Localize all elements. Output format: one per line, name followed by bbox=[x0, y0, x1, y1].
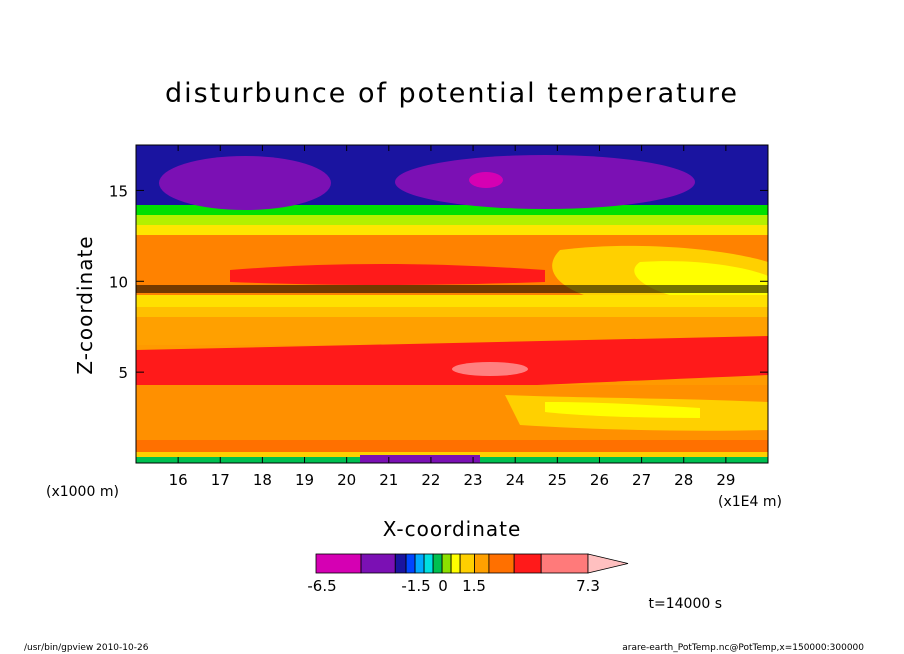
colorbar-swatch bbox=[513, 553, 542, 574]
y-axis-ticks: 5 10 15 bbox=[109, 182, 768, 382]
x-tick-label: 17 bbox=[211, 471, 230, 489]
colorbar-label: 1.5 bbox=[462, 577, 486, 595]
contour-coldest-core bbox=[469, 172, 503, 188]
colorbar-swatch bbox=[360, 553, 396, 574]
colorbar-swatch bbox=[441, 553, 452, 574]
colorbar-swatch bbox=[540, 553, 589, 574]
colorbar-label: -6.5 bbox=[307, 577, 336, 595]
contour-cold-cell-left bbox=[159, 156, 331, 210]
x-tick-label: 24 bbox=[506, 471, 525, 489]
colorbar-swatch bbox=[394, 553, 407, 574]
x-tick-label: 27 bbox=[632, 471, 651, 489]
footer-program-date: /usr/bin/gpview 2010-10-26 bbox=[24, 643, 149, 653]
footer-data-source: arare-earth_PotTemp.nc@PotTemp,x=150000:… bbox=[622, 643, 864, 653]
colorbar-extend-arrow bbox=[587, 553, 629, 574]
colorbar-swatch bbox=[432, 553, 443, 574]
y-unit-note: (x1000 m) bbox=[46, 484, 119, 500]
y-tick-label: 15 bbox=[109, 182, 128, 200]
x-tick-label: 18 bbox=[253, 471, 272, 489]
contour-tropopause-lines bbox=[136, 285, 768, 293]
contour-band-yellow bbox=[136, 225, 768, 235]
colorbar-labels: -6.5 -1.5 0 1.5 7.3 bbox=[307, 577, 600, 595]
contour-red-strip bbox=[230, 264, 545, 285]
time-annotation: t=14000 s bbox=[649, 596, 723, 612]
chart-title: disturbunce of potential temperature bbox=[165, 78, 739, 109]
x-tick-label: 29 bbox=[716, 471, 735, 489]
colorbar-label: -1.5 bbox=[401, 577, 430, 595]
x-tick-label: 21 bbox=[379, 471, 398, 489]
colorbar-swatch bbox=[488, 553, 515, 574]
contour-band-green bbox=[136, 205, 768, 215]
contour-surface-cold bbox=[360, 455, 480, 463]
x-tick-label: 16 bbox=[169, 471, 188, 489]
contour-boundary-yellow-core bbox=[545, 402, 700, 418]
x-unit-note: (x1E4 m) bbox=[718, 494, 782, 510]
contour-surface-orange bbox=[136, 440, 768, 452]
x-tick-label: 26 bbox=[590, 471, 609, 489]
colorbar-swatch bbox=[474, 553, 490, 574]
y-axis-label: Z-coordinate bbox=[73, 235, 97, 374]
x-tick-label: 22 bbox=[421, 471, 440, 489]
plot-frame bbox=[135, 144, 769, 464]
colorbar-label: 7.3 bbox=[576, 577, 600, 595]
x-tick-label: 19 bbox=[295, 471, 314, 489]
colorbar-swatch bbox=[405, 553, 416, 574]
contour-band-yellow-mid bbox=[136, 295, 768, 307]
contour-field bbox=[136, 145, 768, 463]
x-axis-ticks: 16 17 18 19 20 21 22 23 24 25 26 27 28 29 bbox=[169, 145, 735, 489]
x-tick-label: 23 bbox=[464, 471, 483, 489]
contour-cold-cell-right bbox=[395, 155, 695, 209]
colorbar-swatch bbox=[414, 553, 425, 574]
colorbar-swatch bbox=[459, 553, 475, 574]
contour-red-layer bbox=[136, 336, 768, 389]
colorbar-label: 0 bbox=[438, 577, 448, 595]
contour-warmest-core bbox=[452, 362, 528, 376]
contour-band-gold bbox=[136, 307, 768, 317]
colorbar-swatch bbox=[315, 553, 362, 574]
contour-band-lime bbox=[136, 215, 768, 225]
x-tick-label: 25 bbox=[548, 471, 567, 489]
colorbar-swatch bbox=[423, 553, 434, 574]
y-tick-label: 10 bbox=[109, 273, 128, 291]
x-tick-label: 20 bbox=[337, 471, 356, 489]
y-tick-label: 5 bbox=[118, 364, 128, 382]
colorbar-swatch bbox=[450, 553, 461, 574]
x-axis-label: X-coordinate bbox=[383, 517, 522, 541]
x-tick-label: 28 bbox=[674, 471, 693, 489]
colorbar bbox=[315, 553, 629, 574]
